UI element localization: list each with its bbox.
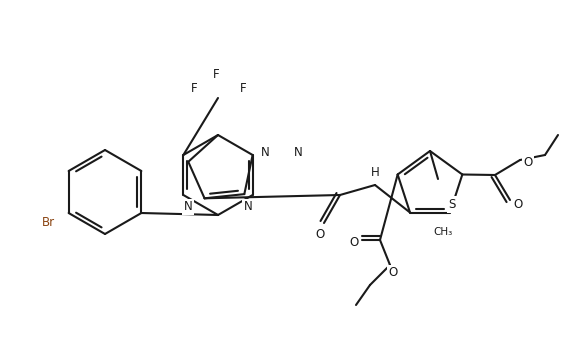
Text: Br: Br bbox=[42, 216, 55, 228]
Text: O: O bbox=[513, 197, 522, 210]
Text: O: O bbox=[315, 228, 325, 241]
Text: O: O bbox=[349, 236, 359, 249]
Text: N: N bbox=[244, 201, 252, 213]
Text: H: H bbox=[371, 166, 379, 179]
Text: O: O bbox=[524, 155, 533, 168]
Text: N: N bbox=[184, 201, 192, 213]
Text: S: S bbox=[448, 198, 456, 211]
Text: N: N bbox=[293, 146, 303, 159]
Text: F: F bbox=[212, 69, 219, 81]
Text: F: F bbox=[191, 81, 198, 94]
Text: O: O bbox=[388, 267, 397, 280]
Text: F: F bbox=[240, 81, 246, 94]
Text: N: N bbox=[260, 146, 270, 159]
Text: CH₃: CH₃ bbox=[433, 227, 453, 237]
